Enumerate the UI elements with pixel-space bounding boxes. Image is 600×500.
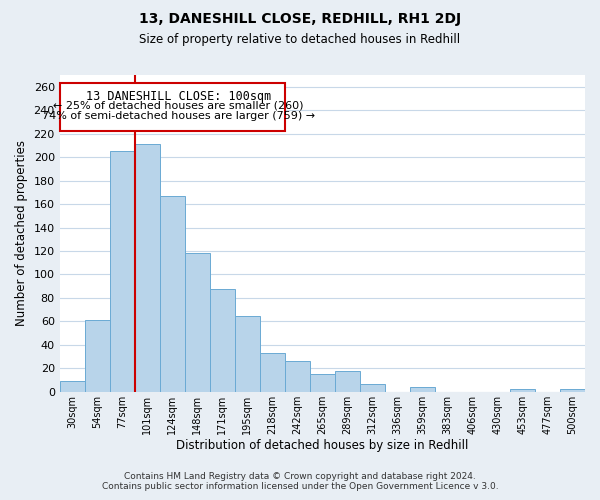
Bar xyxy=(110,152,135,392)
Text: Contains public sector information licensed under the Open Government Licence v : Contains public sector information licen… xyxy=(101,482,499,491)
Bar xyxy=(310,374,335,392)
Bar xyxy=(510,390,535,392)
Text: Contains HM Land Registry data © Crown copyright and database right 2024.: Contains HM Land Registry data © Crown c… xyxy=(124,472,476,481)
Bar xyxy=(260,353,285,392)
Bar xyxy=(160,196,185,392)
Text: Size of property relative to detached houses in Redhill: Size of property relative to detached ho… xyxy=(139,32,461,46)
Text: 13 DANESHILL CLOSE: 100sqm: 13 DANESHILL CLOSE: 100sqm xyxy=(86,90,271,104)
Bar xyxy=(185,254,210,392)
Bar xyxy=(85,320,110,392)
Bar xyxy=(59,381,85,392)
Text: 13, DANESHILL CLOSE, REDHILL, RH1 2DJ: 13, DANESHILL CLOSE, REDHILL, RH1 2DJ xyxy=(139,12,461,26)
Text: 74% of semi-detached houses are larger (759) →: 74% of semi-detached houses are larger (… xyxy=(42,112,315,122)
Bar xyxy=(285,362,310,392)
Bar xyxy=(135,144,160,392)
Bar xyxy=(410,387,435,392)
Bar xyxy=(59,83,285,132)
Bar xyxy=(560,390,585,392)
Bar xyxy=(335,370,360,392)
Bar xyxy=(235,316,260,392)
X-axis label: Distribution of detached houses by size in Redhill: Distribution of detached houses by size … xyxy=(176,440,469,452)
Text: ← 25% of detached houses are smaller (260): ← 25% of detached houses are smaller (26… xyxy=(53,101,304,111)
Y-axis label: Number of detached properties: Number of detached properties xyxy=(15,140,28,326)
Bar xyxy=(210,288,235,392)
Bar xyxy=(360,384,385,392)
